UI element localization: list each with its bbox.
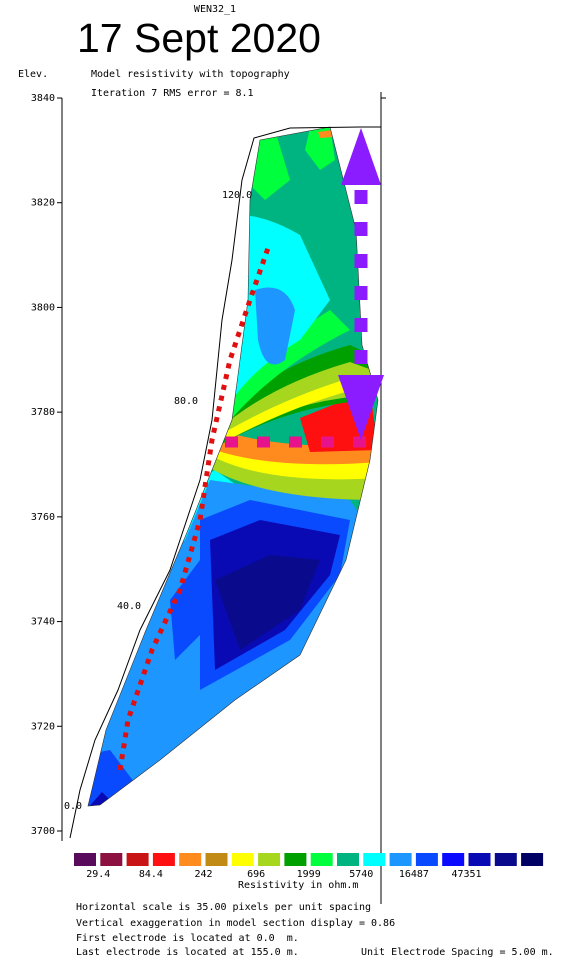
small-title: WEN32_1 bbox=[193, 4, 237, 15]
color-tick-label: 29.4 bbox=[86, 869, 110, 880]
color-swatch bbox=[389, 853, 412, 866]
color-swatch bbox=[415, 853, 438, 866]
vertical-arrow-annotation bbox=[338, 128, 384, 440]
y-tick-label: 3740 bbox=[31, 617, 55, 628]
footer-first-electrode: First electrode is located at 0.0 m. bbox=[76, 933, 299, 944]
footer-horizontal-scale: Horizontal scale is 35.00 pixels per uni… bbox=[76, 902, 372, 913]
color-tick-label: 84.4 bbox=[139, 869, 163, 880]
color-swatch bbox=[337, 853, 359, 866]
color-scale-ticks: 29.4 84.4 242 696 1999 5740 16487 47351 bbox=[86, 869, 481, 880]
color-scale-title: Resistivity in ohm.m bbox=[238, 880, 359, 891]
color-swatch bbox=[363, 853, 386, 866]
footer-electrode-spacing: Unit Electrode Spacing = 5.00 m. bbox=[361, 947, 554, 958]
color-swatch bbox=[152, 853, 175, 866]
iteration-title: Iteration 7 RMS error = 8.1 bbox=[91, 88, 254, 99]
color-swatch bbox=[179, 853, 202, 866]
y-tick-label: 3720 bbox=[31, 721, 55, 732]
chart-title: Model resistivity with topography bbox=[91, 69, 290, 80]
distance-label-120: 120.0 bbox=[222, 190, 252, 201]
topography-line bbox=[69, 126, 381, 839]
color-tick-label: 16487 bbox=[399, 869, 429, 880]
color-swatch bbox=[284, 853, 307, 866]
footer-vertical-exaggeration: Vertical exaggeration in model section d… bbox=[76, 918, 396, 929]
distance-label-0: 0.0 bbox=[64, 801, 82, 812]
color-swatch bbox=[468, 853, 491, 866]
distance-label-40: 40.0 bbox=[117, 601, 141, 612]
color-swatch bbox=[442, 853, 465, 866]
y-tick-label: 3820 bbox=[31, 198, 55, 209]
color-tick-label: 47351 bbox=[451, 869, 481, 880]
color-scale-bar bbox=[74, 853, 544, 866]
y-tick-label: 3760 bbox=[31, 512, 55, 523]
date-title: 17 Sept 2020 bbox=[77, 15, 321, 61]
y-tick-label: 3780 bbox=[31, 407, 55, 418]
color-swatch bbox=[231, 853, 254, 866]
distance-label-80: 80.0 bbox=[174, 396, 198, 407]
y-tick-label: 3700 bbox=[31, 826, 55, 837]
y-tick-label: 3800 bbox=[31, 302, 55, 313]
color-swatch bbox=[494, 853, 517, 866]
y-ticks: 3700 3720 3740 3760 3780 3800 3820 3840 bbox=[31, 93, 62, 837]
color-tick-label: 696 bbox=[247, 869, 265, 880]
color-swatch bbox=[126, 853, 149, 866]
color-swatch bbox=[258, 853, 281, 866]
footer-last-electrode: Last electrode is located at 155.0 m. bbox=[76, 947, 299, 958]
y-tick-label: 3840 bbox=[31, 93, 55, 104]
color-swatch bbox=[521, 853, 544, 866]
color-tick-label: 5740 bbox=[349, 869, 373, 880]
resistivity-section bbox=[88, 127, 378, 806]
y-axis-label: Elev. bbox=[18, 69, 49, 80]
color-tick-label: 1999 bbox=[297, 869, 321, 880]
color-tick-label: 242 bbox=[194, 869, 212, 880]
color-swatch bbox=[74, 853, 96, 866]
color-swatch bbox=[310, 853, 333, 866]
color-swatch bbox=[205, 853, 228, 866]
color-swatch bbox=[100, 853, 123, 866]
